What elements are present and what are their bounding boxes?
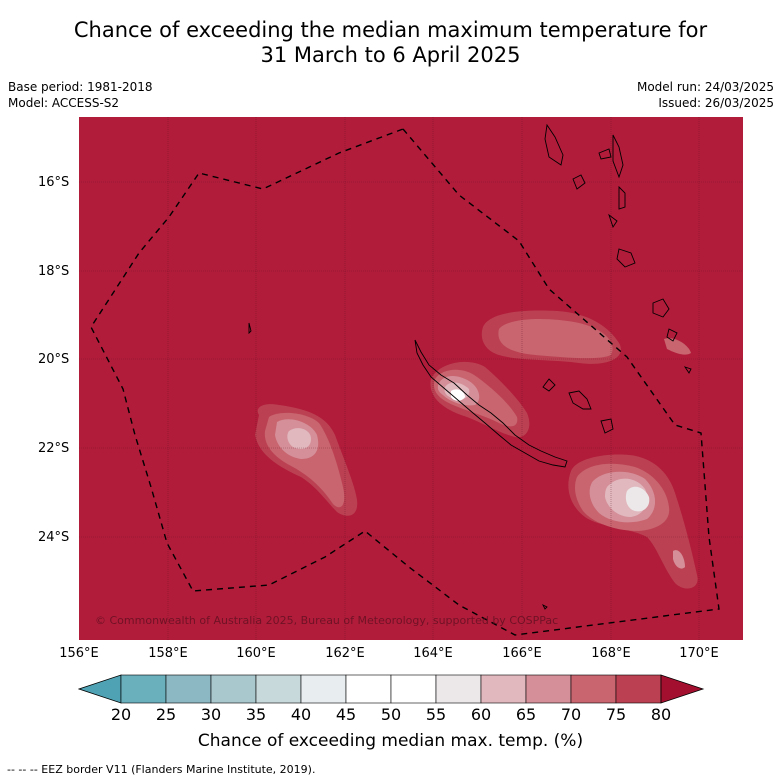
- colorbar-segment: [165, 674, 212, 704]
- title-line-1: Chance of exceeding the median maximum t…: [73, 18, 708, 42]
- cbar-tick-75: 75: [605, 705, 627, 724]
- colorbar-segment: [210, 674, 257, 704]
- coastlines: [248, 123, 692, 610]
- colorbar-segment: [300, 674, 347, 704]
- colorbar-segment: [480, 674, 527, 704]
- colorbar-segment: [570, 674, 617, 704]
- copyright-text: © Commonwealth of Australia 2025, Bureau…: [95, 614, 558, 627]
- lon-label-170e: 170°E: [679, 646, 719, 661]
- colorbar-segment: [615, 674, 662, 704]
- loyalty-islands-coast: [542, 378, 614, 434]
- colorbar-segment: [120, 674, 167, 704]
- base-period: Base period: 1981-2018: [8, 80, 153, 94]
- contour-north: [481, 310, 691, 364]
- colorbar-segment: [345, 674, 392, 704]
- lat-label-22s: 22°S: [38, 441, 70, 456]
- lat-label-20s: 20°S: [38, 352, 70, 367]
- cbar-tick-40: 40: [290, 705, 312, 724]
- lon-label-158e: 158°E: [148, 646, 188, 661]
- cbar-tick-50: 50: [380, 705, 402, 724]
- lon-label-164e: 164°E: [413, 646, 453, 661]
- meta-right: Model run: 24/03/2025 Issued: 26/03/2025: [637, 79, 774, 111]
- cbar-tick-45: 45: [335, 705, 357, 724]
- cbar-tick-25: 25: [155, 705, 177, 724]
- colorbar-segment: [435, 674, 482, 704]
- colorbar-label: Chance of exceeding median max. temp. (%…: [197, 731, 584, 751]
- colorbar-over-arrow: [660, 674, 705, 704]
- cbar-tick-20: 20: [110, 705, 132, 724]
- lon-label-166e: 166°E: [502, 646, 542, 661]
- lat-label-24s: 24°S: [38, 530, 70, 545]
- lon-label-168e: 168°E: [591, 646, 631, 661]
- model-run: Model run: 24/03/2025: [636, 80, 774, 94]
- meta-left: Base period: 1981-2018 Model: ACCESS-S2: [8, 79, 153, 111]
- vanuatu-coast: [544, 123, 678, 342]
- colorbar: [78, 674, 705, 704]
- contour-southeast: [568, 454, 698, 589]
- colorbar-segment: [255, 674, 302, 704]
- contour-west: [255, 404, 358, 516]
- map-background: [79, 117, 743, 640]
- eez-border: [90, 128, 720, 636]
- cbar-tick-80: 80: [650, 705, 672, 724]
- colorbar-segment: [525, 674, 572, 704]
- model-name: Model: ACCESS-S2: [8, 96, 120, 110]
- colorbar-segment: [390, 674, 437, 704]
- cbar-tick-60: 60: [470, 705, 492, 724]
- small-islands: [248, 322, 692, 610]
- graticule: [79, 117, 743, 640]
- cbar-tick-70: 70: [560, 705, 582, 724]
- lat-label-18s: 18°S: [38, 264, 70, 279]
- lon-label-162e: 162°E: [325, 646, 365, 661]
- lon-label-160e: 160°E: [236, 646, 276, 661]
- cbar-tick-30: 30: [200, 705, 222, 724]
- issued-date: Issued: 26/03/2025: [658, 96, 774, 110]
- title-line-2: 31 March to 6 April 2025: [260, 43, 521, 67]
- forecast-map: © Commonwealth of Australia 2025, Bureau…: [79, 117, 743, 640]
- cbar-tick-35: 35: [245, 705, 267, 724]
- lat-label-16s: 16°S: [38, 175, 70, 190]
- new-caledonia-coast: [414, 339, 568, 468]
- map-title: Chance of exceeding the median maximum t…: [0, 18, 781, 68]
- eez-legend-note: -- -- -- EEZ border V11 (Flanders Marine…: [7, 763, 316, 776]
- lon-label-156e: 156°E: [59, 646, 99, 661]
- colorbar-under-arrow: [78, 674, 122, 704]
- cbar-tick-65: 65: [515, 705, 537, 724]
- cbar-tick-55: 55: [425, 705, 447, 724]
